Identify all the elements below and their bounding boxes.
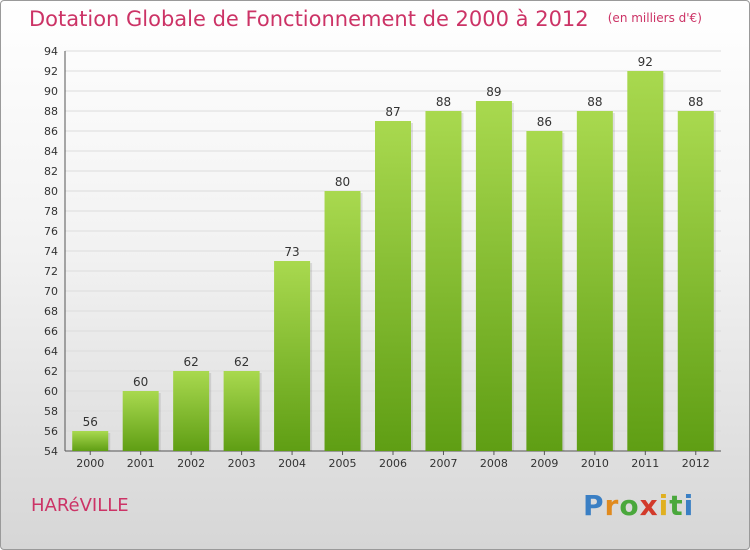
bar-2008 — [475, 101, 512, 451]
x-tick-label: 2011 — [631, 457, 659, 470]
bar-2006 — [375, 121, 411, 451]
bar-2009 — [526, 131, 563, 451]
bar-2000 — [72, 431, 109, 451]
y-tick-label: 90 — [44, 85, 58, 98]
bar-2010 — [576, 111, 613, 451]
y-tick-label: 92 — [44, 65, 58, 78]
value-label: 56 — [83, 415, 98, 429]
value-label: 80 — [335, 175, 350, 189]
y-tick-label: 66 — [44, 325, 58, 338]
y-tick-label: 60 — [44, 385, 58, 398]
brand-letter: i — [658, 489, 670, 522]
y-tick-label: 56 — [44, 425, 58, 438]
x-tick-label: 2007 — [429, 457, 457, 470]
value-label: 87 — [385, 105, 400, 119]
value-label: 88 — [587, 95, 602, 109]
y-tick-label: 84 — [44, 145, 58, 158]
y-tick-label: 80 — [44, 185, 58, 198]
y-tick-label: 72 — [44, 265, 58, 278]
brand-letter: r — [604, 489, 620, 522]
unit-note: (en milliers d'€) — [607, 11, 702, 25]
y-tick-label: 76 — [44, 225, 58, 238]
y-tick-label: 68 — [44, 305, 58, 318]
bar-2007 — [425, 111, 462, 451]
brand-letter: o — [619, 489, 640, 522]
y-tick-label: 78 — [44, 205, 58, 218]
value-label: 86 — [537, 115, 552, 129]
bar-2011 — [627, 71, 664, 451]
brand-letter: P — [583, 489, 605, 522]
y-tick-label: 82 — [44, 165, 58, 178]
value-label: 73 — [284, 245, 299, 259]
y-tick-label: 94 — [44, 45, 58, 58]
brand-letter: t — [669, 489, 684, 522]
brand-letter: i — [683, 489, 695, 522]
x-tick-label: 2002 — [177, 457, 205, 470]
bar-2005 — [324, 191, 361, 451]
x-tick-label: 2010 — [581, 457, 609, 470]
bar-2004 — [274, 261, 311, 451]
y-tick-label: 88 — [44, 105, 58, 118]
x-tick-label: 2003 — [228, 457, 256, 470]
x-tick-label: 2012 — [682, 457, 710, 470]
y-tick-label: 70 — [44, 285, 58, 298]
place-name: HARéVILLE — [31, 495, 129, 516]
bar-2002 — [173, 371, 210, 451]
chart-title-row: Dotation Globale de Fonctionnement de 20… — [29, 7, 702, 31]
y-tick-label: 64 — [44, 345, 58, 358]
x-tick-label: 2001 — [127, 457, 155, 470]
y-tick-label: 58 — [44, 405, 58, 418]
y-tick-label: 86 — [44, 125, 58, 138]
brand-letter: x — [639, 489, 659, 522]
y-tick-label: 74 — [44, 245, 58, 258]
value-label: 88 — [436, 95, 451, 109]
bar-2001 — [122, 391, 159, 451]
bars — [72, 71, 716, 451]
x-tick-label: 2000 — [76, 457, 104, 470]
value-label: 60 — [133, 375, 148, 389]
x-tick-label: 2006 — [379, 457, 407, 470]
value-label: 89 — [486, 85, 501, 99]
value-label: 92 — [638, 55, 653, 69]
labels: 54 56 58 60 62 64 66 68 70 72 74 76 78 80 82 84 86 88 90 92… — [44, 45, 710, 470]
bar-2003 — [223, 371, 260, 451]
x-tick-label: 2005 — [329, 457, 357, 470]
x-tick-label: 2008 — [480, 457, 508, 470]
value-label: 62 — [184, 355, 199, 369]
chart-title: Dotation Globale de Fonctionnement de 20… — [29, 7, 589, 31]
y-tick-label: 62 — [44, 365, 58, 378]
bar-2012 — [677, 111, 714, 451]
value-label: 62 — [234, 355, 249, 369]
x-tick-label: 2004 — [278, 457, 306, 470]
x-tick-label: 2009 — [530, 457, 558, 470]
y-tick-label: 54 — [44, 445, 58, 458]
brand-logo: Proxiti — [583, 489, 694, 522]
value-label: 88 — [688, 95, 703, 109]
